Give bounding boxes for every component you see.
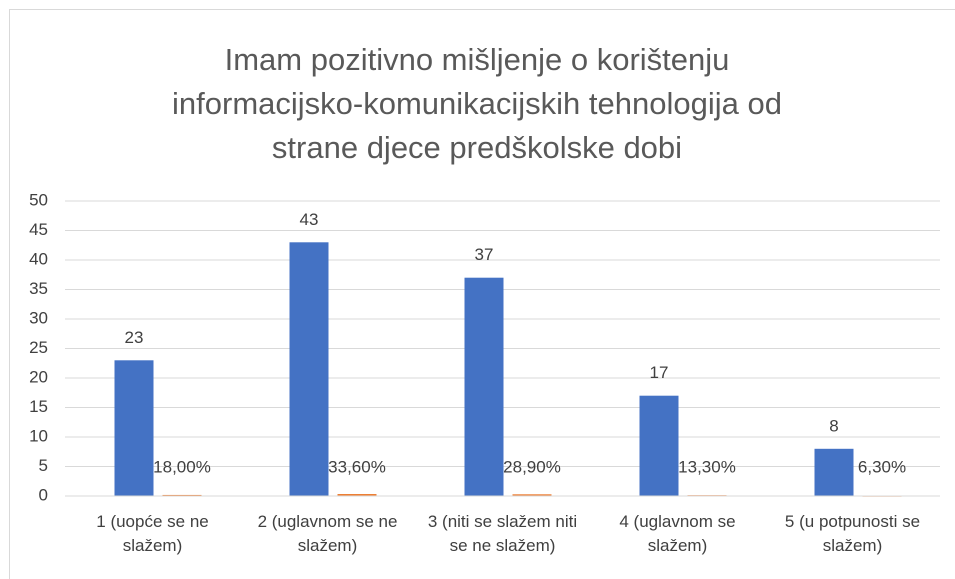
data-label: 8 <box>829 416 838 435</box>
y-tick-label: 40 <box>29 249 48 268</box>
y-tick-label: 50 <box>29 190 48 209</box>
x-tick-label: 3 (niti se slažem niti se ne slažem) <box>427 512 578 555</box>
bar <box>814 448 854 496</box>
bar <box>464 277 504 496</box>
chart-title: Imam pozitivno mišljenje o korištenju in… <box>172 42 782 165</box>
y-tick-label: 0 <box>39 485 48 504</box>
y-tick-label: 30 <box>29 308 48 327</box>
data-label: 18,00% <box>153 457 211 476</box>
bar <box>289 242 329 496</box>
data-label: 28,90% <box>503 457 561 476</box>
chart-border <box>9 9 955 579</box>
x-tick-label: 1 (uopće se ne slažem) <box>96 512 209 555</box>
x-tick-label: 5 (u potpunosti se slažem) <box>784 512 921 555</box>
y-tick-label: 20 <box>29 367 48 386</box>
data-label: 37 <box>475 245 494 264</box>
x-tick-label: 2 (uglavnom se ne slažem) <box>257 512 398 555</box>
data-label: 43 <box>300 210 319 229</box>
y-tick-label: 35 <box>29 279 48 298</box>
bar <box>162 494 202 496</box>
y-tick-label: 10 <box>29 426 48 445</box>
y-tick-label: 5 <box>39 456 48 475</box>
bar <box>639 395 679 496</box>
data-label: 17 <box>650 363 669 382</box>
bar <box>337 494 377 496</box>
data-label: 23 <box>125 328 144 347</box>
x-tick-label: 4 (uglavnom se slažem) <box>619 512 736 555</box>
data-label: 13,30% <box>678 457 736 476</box>
data-label: 6,30% <box>858 457 906 476</box>
y-tick-label: 15 <box>29 397 48 416</box>
data-label: 33,60% <box>328 457 386 476</box>
y-tick-label: 45 <box>29 220 48 239</box>
bar <box>114 360 154 496</box>
y-tick-label: 25 <box>29 338 48 357</box>
bar <box>512 494 552 496</box>
